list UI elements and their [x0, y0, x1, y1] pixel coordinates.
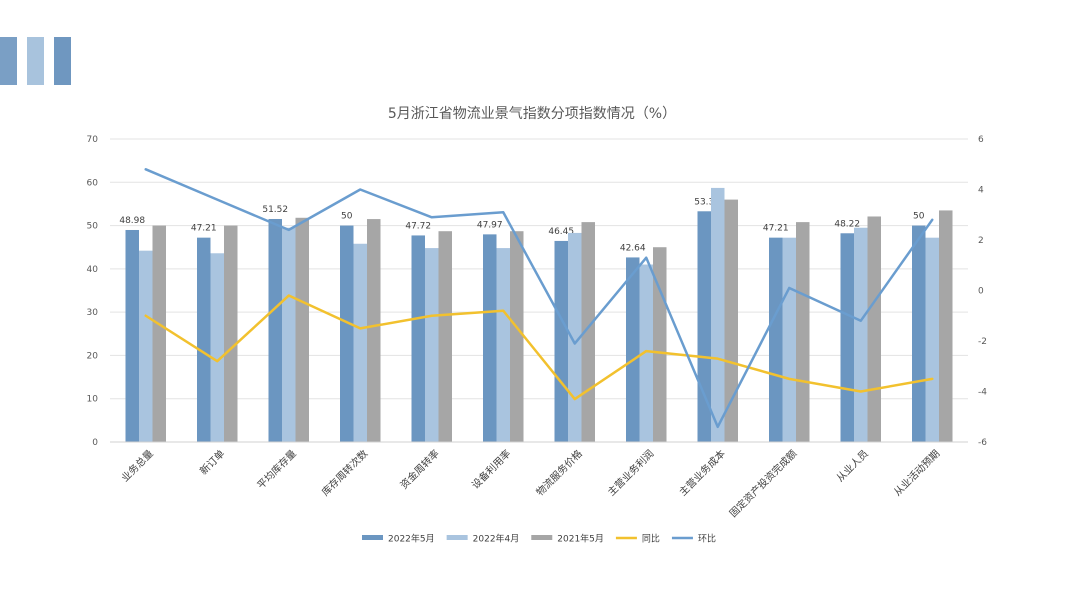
data-label: 53.3 — [694, 197, 714, 207]
data-label: 46.45 — [548, 227, 574, 237]
bar — [568, 232, 582, 442]
category-label: 库存周转次数 — [319, 447, 371, 499]
data-label: 42.64 — [620, 243, 646, 253]
data-label: 47.21 — [191, 224, 217, 234]
category-label: 物流服务价格 — [533, 447, 585, 499]
bar — [295, 217, 309, 442]
bar-group: 48.98 47.21 51.52 50 47.72 47.97 46.45 42.64 53.… — [119, 187, 953, 442]
legend-item: 环比 — [671, 533, 716, 545]
bar — [282, 227, 296, 442]
category-label: 平均库存量 — [254, 447, 299, 492]
bar — [425, 248, 439, 442]
bar — [268, 218, 282, 442]
series-line — [144, 168, 934, 429]
bar — [912, 225, 926, 442]
data-label: 51.52 — [262, 205, 288, 215]
category-label: 业务总量 — [118, 447, 155, 484]
line-group — [144, 168, 934, 429]
right-tick-label: -2 — [978, 337, 987, 347]
bar — [411, 235, 425, 442]
right-tick-label: -4 — [978, 388, 987, 398]
right-tick-label: -6 — [978, 438, 987, 448]
category-label: 设备利用率 — [469, 447, 514, 492]
right-tick-label: 0 — [978, 287, 984, 297]
bar — [210, 253, 224, 442]
bar — [353, 243, 367, 442]
bar — [152, 225, 166, 442]
category-label: 主营业务利润 — [605, 447, 657, 499]
legend-label: 环比 — [698, 533, 716, 545]
bar — [840, 233, 854, 442]
bar — [782, 237, 796, 442]
left-tick-label: 10 — [87, 395, 99, 405]
bar — [554, 240, 568, 442]
data-label: 47.97 — [477, 220, 503, 230]
legend-item: 同比 — [615, 533, 660, 545]
left-tick-label: 40 — [87, 265, 99, 275]
bar — [639, 264, 653, 442]
decor-bar-1 — [0, 37, 17, 85]
bar — [197, 237, 211, 442]
legend: 2022年5月 2022年4月 2021年5月 同比 环比 — [362, 533, 716, 545]
bar — [724, 199, 738, 442]
bar — [626, 257, 640, 442]
right-tick-label: 2 — [978, 236, 984, 246]
category-label: 从业活动预期 — [891, 448, 942, 499]
left-tick-label: 50 — [87, 222, 99, 232]
data-label: 48.22 — [834, 219, 860, 229]
legend-swatch — [446, 535, 468, 540]
legend-swatch — [362, 535, 383, 540]
series-line — [144, 294, 934, 401]
bar — [510, 231, 524, 442]
bar — [711, 187, 725, 442]
bar — [939, 210, 953, 442]
bar — [340, 225, 354, 442]
legend-item: 2022年5月 — [362, 533, 435, 545]
legend-label: 2022年5月 — [388, 533, 435, 545]
data-label: 50 — [341, 212, 353, 222]
left-tick-label: 20 — [87, 351, 99, 361]
category-label: 固定资产投资完成额 — [727, 447, 800, 520]
left-tick-label: 60 — [87, 178, 99, 188]
data-label: 48.98 — [119, 216, 145, 226]
bar — [224, 225, 238, 442]
data-label: 47.72 — [405, 221, 431, 231]
decor-bar-2 — [27, 37, 44, 85]
bar — [367, 219, 381, 442]
category-label: 从业人员 — [834, 448, 871, 485]
left-tick-label: 30 — [87, 308, 99, 318]
decor-bar-3 — [54, 37, 71, 85]
chart-title: 5月浙江省物流业景气指数分项指数情况（%） — [388, 106, 676, 122]
bar — [125, 229, 139, 442]
category-label: 主营业务成本 — [676, 447, 728, 499]
grid-lines — [110, 138, 968, 443]
category-label: 新订单 — [197, 447, 227, 477]
legend-item: 2021年5月 — [531, 533, 604, 545]
legend-label: 2022年4月 — [473, 533, 520, 545]
right-tick-label: 4 — [978, 186, 984, 196]
bar — [925, 237, 939, 442]
bar — [796, 222, 810, 442]
data-label: 50 — [913, 212, 925, 222]
bar — [438, 231, 452, 442]
legend-swatch — [531, 535, 553, 540]
bar — [483, 234, 497, 442]
bar — [854, 227, 868, 442]
left-tick-label: 0 — [92, 438, 98, 448]
bar — [769, 237, 783, 442]
category-label: 资金周转率 — [397, 447, 442, 492]
bar — [139, 250, 153, 442]
bar — [867, 216, 881, 442]
legend-label: 同比 — [642, 533, 660, 545]
left-tick-label: 70 — [87, 135, 99, 145]
legend-label: 2021年5月 — [557, 533, 604, 545]
data-label: 47.21 — [763, 224, 789, 234]
bar — [496, 248, 510, 442]
right-tick-label: 6 — [978, 135, 984, 145]
legend-item: 2022年4月 — [446, 533, 520, 545]
